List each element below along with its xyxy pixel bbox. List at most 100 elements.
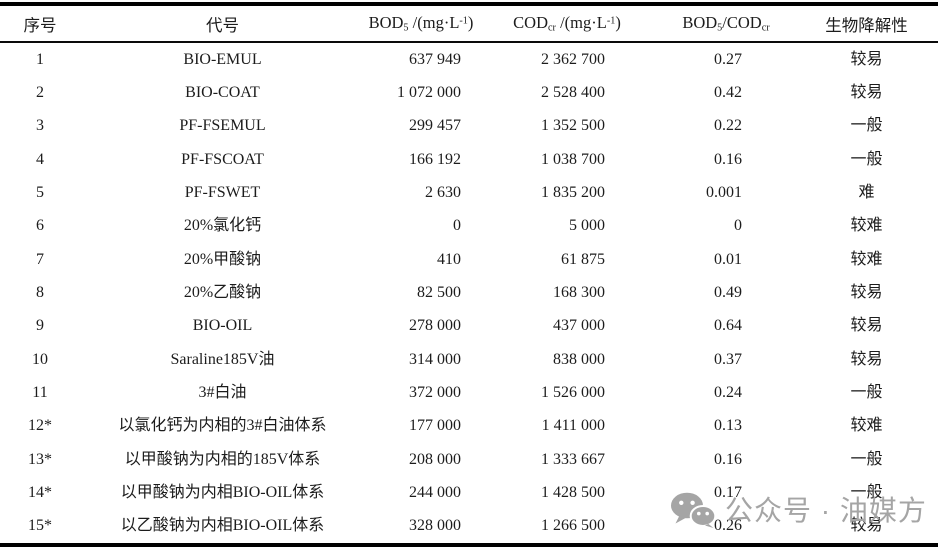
table-row: 12* 以氯化钙为内相的3#白油体系 177 000 1 411 000 0.13 较难	[0, 410, 938, 443]
cell-bod: 82 500	[417, 283, 461, 301]
cell-code: PF-FSEMUL	[179, 117, 266, 135]
cell-cod: 1 333 667	[541, 450, 605, 468]
cell-code: 3#白油	[198, 383, 247, 401]
cell-no: 11	[32, 383, 48, 401]
cell-cod: 1 411 000	[541, 417, 605, 435]
cell-bod: 278 000	[409, 317, 461, 335]
cell-cod: 5 000	[569, 217, 605, 235]
cell-bio: 一般	[850, 483, 883, 501]
cell-code: 20%乙酸钠	[183, 283, 262, 301]
cell-bio: 较易	[850, 317, 883, 335]
cell-code: 以乙酸钠为内相BIO-OIL体系	[120, 517, 325, 535]
cell-cod: 1 526 000	[541, 383, 605, 401]
cell-no: 1	[36, 50, 44, 68]
column-header-no: 序号	[23, 15, 57, 35]
table-row: 4 PF-FSCOAT 166 192 1 038 700 0.16 一般	[0, 143, 938, 176]
table-row: 10 Saraline185V油 314 000 838 000 0.37 较易	[0, 343, 938, 376]
cell-bod: 2 630	[425, 183, 461, 201]
cell-no: 12*	[28, 417, 52, 435]
cell-bio: 较易	[850, 83, 883, 101]
cell-bio: 难	[858, 183, 875, 201]
cell-code: 以氯化钙为内相的3#白油体系	[118, 417, 327, 435]
column-header-ratio: BOD5/CODcr	[682, 13, 770, 34]
cell-no: 14*	[28, 483, 52, 501]
cell-bod: 314 000	[409, 350, 461, 368]
cell-ratio: 0.001	[706, 183, 742, 201]
table-row: 15* 以乙酸钠为内相BIO-OIL体系 328 000 1 266 500 0.26 较…	[0, 510, 938, 543]
cell-bio: 较易	[850, 50, 883, 68]
cell-no: 2	[36, 83, 44, 101]
cell-bod: 166 192	[409, 150, 461, 168]
cell-no: 10	[32, 350, 48, 368]
cell-ratio: 0	[734, 217, 742, 235]
cell-bio: 较易	[850, 350, 883, 368]
cell-ratio: 0.49	[714, 283, 742, 301]
cell-bod: 244 000	[409, 483, 461, 501]
cell-cod: 838 000	[553, 350, 605, 368]
cell-bod: 299 457	[409, 117, 461, 135]
cell-cod: 2 362 700	[541, 50, 605, 68]
cell-cod: 168 300	[553, 283, 605, 301]
cell-bod: 372 000	[409, 383, 461, 401]
cell-code: PF-FSCOAT	[181, 150, 264, 168]
column-header-bio: 生物降解性	[825, 15, 908, 35]
table-row: 6 20%氯化钙 0 5 000 0 较难	[0, 210, 938, 243]
cell-ratio: 0.27	[714, 50, 742, 68]
table-top-rule	[0, 2, 938, 6]
cell-bod: 0	[453, 217, 461, 235]
table-row: 11 3#白油 372 000 1 526 000 0.24 一般	[0, 376, 938, 409]
cell-ratio: 0.17	[714, 483, 742, 501]
table-row: 1 BIO-EMUL 637 949 2 362 700 0.27 较易	[0, 43, 938, 76]
cell-ratio: 0.64	[714, 317, 742, 335]
cell-cod: 1 038 700	[541, 150, 605, 168]
cell-bod: 1 072 000	[397, 83, 461, 101]
cell-code: 20%甲酸钠	[183, 250, 262, 268]
table-row: 5 PF-FSWET 2 630 1 835 200 0.001 难	[0, 176, 938, 209]
column-header-bod: BOD5 /(mg·L-1)	[368, 13, 474, 34]
cell-cod: 1 266 500	[541, 517, 605, 535]
cell-code: PF-FSWET	[184, 183, 261, 201]
table-row: 3 PF-FSEMUL 299 457 1 352 500 0.22 一般	[0, 110, 938, 143]
column-header-code: 代号	[206, 15, 239, 35]
table-body: 1 BIO-EMUL 637 949 2 362 700 0.27 较易 2 BIO-COAT…	[0, 43, 938, 543]
cell-cod: 1 835 200	[541, 183, 605, 201]
cell-bio: 较难	[850, 417, 883, 435]
cell-ratio: 0.24	[714, 383, 742, 401]
cell-no: 9	[36, 317, 44, 335]
table-row: 14* 以甲酸钠为内相BIO-OIL体系 244 000 1 428 500 0.17 一…	[0, 476, 938, 509]
cell-bio: 一般	[850, 150, 883, 168]
cell-no: 6	[36, 217, 44, 235]
cell-code: BIO-EMUL	[183, 50, 262, 68]
table-row: 8 20%乙酸钠 82 500 168 300 0.49 较易	[0, 276, 938, 309]
cell-bio: 较难	[850, 217, 883, 235]
cell-ratio: 0.26	[714, 517, 742, 535]
cell-no: 7	[36, 250, 44, 268]
cell-no: 3	[36, 117, 44, 135]
cell-ratio: 0.01	[714, 250, 742, 268]
cell-code: Saraline185V油	[170, 350, 275, 368]
cell-cod: 2 528 400	[541, 83, 605, 101]
cell-ratio: 0.13	[714, 417, 742, 435]
table-row: 7 20%甲酸钠 410 61 875 0.01 较难	[0, 243, 938, 276]
cell-code: BIO-COAT	[185, 83, 260, 101]
cell-bio: 一般	[850, 117, 883, 135]
cell-ratio: 0.22	[714, 117, 742, 135]
cell-no: 5	[36, 183, 44, 201]
cell-code: BIO-OIL	[192, 317, 253, 335]
cell-cod: 1 352 500	[541, 117, 605, 135]
cell-code: 以甲酸钠为内相BIO-OIL体系	[120, 483, 325, 501]
table-row: 9 BIO-OIL 278 000 437 000 0.64 较易	[0, 310, 938, 343]
cell-code: 以甲酸钠为内相的185V体系	[124, 450, 321, 468]
cell-cod: 61 875	[561, 250, 605, 268]
column-header-cod: CODcr /(mg·L-1)	[513, 13, 621, 34]
table-header-row: 序号 代号 BOD5 /(mg·L-1) CODcr /(mg·L-1) BOD…	[0, 6, 938, 43]
table-row: 2 BIO-COAT 1 072 000 2 528 400 0.42 较易	[0, 76, 938, 109]
cell-cod: 437 000	[553, 317, 605, 335]
cell-no: 8	[36, 283, 44, 301]
table-bottom-rule	[0, 542, 938, 547]
table-row: 13* 以甲酸钠为内相的185V体系 208 000 1 333 667 0.16 一般	[0, 443, 938, 476]
cell-bod: 208 000	[409, 450, 461, 468]
cell-bod: 410	[437, 250, 461, 268]
cell-no: 15*	[28, 517, 52, 535]
